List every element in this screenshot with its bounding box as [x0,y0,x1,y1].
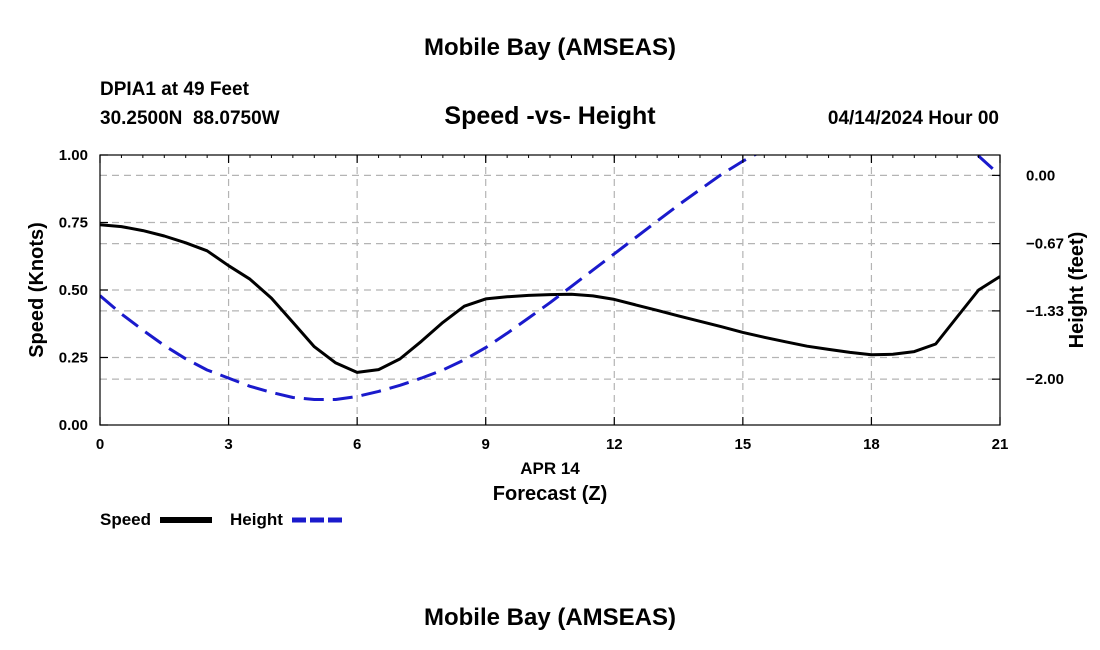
x-tick-label: 18 [863,436,880,453]
legend-speed-label: Speed [100,510,151,529]
legend: Speed Height [100,510,342,529]
y-tick-label: 1.00 [59,147,88,164]
y2-axis-label: Height (feet) [1066,232,1088,349]
y-tick-label: 0.25 [59,350,88,367]
legend-height-label: Height [230,510,283,529]
x-tick-label: 9 [482,436,490,453]
x-tick-label: 15 [735,436,752,453]
station-label: DPIA1 at 49 Feet [100,79,250,100]
series-line-speed [100,223,1000,374]
series-line-height [100,155,1000,401]
x-axis-label: Forecast (Z) [493,483,607,505]
y2-tick-label: −1.33 [1026,303,1064,320]
datetime-label: 04/14/2024 Hour 00 [828,108,999,129]
x-tick-label: 12 [606,436,623,453]
x-tick-label: 6 [353,436,361,453]
footer-title: Mobile Bay (AMSEAS) [424,604,676,631]
x-tick-label: 0 [96,436,104,453]
series-lines [100,155,1000,401]
y2-tick-label: −2.00 [1026,371,1064,388]
grid-lines [100,155,1000,425]
y2-tick-label: 0.00 [1026,167,1055,184]
y-tick-label: 0.00 [59,417,88,434]
chart-subtitle: Speed -vs- Height [444,102,656,130]
x-tick-label: 21 [992,436,1009,453]
y-axis-label: Speed (Knots) [26,222,48,358]
y-tick-label: 0.50 [59,282,88,299]
axis-ticks: 0 3 6 9 12 15 18 21 0.00 0.25 0.50 0.75 1.00 0.00 −0.6… [59,147,1064,453]
coords-label: 30.2500N 88.0750W [100,108,280,129]
y2-tick-label: −0.67 [1026,236,1064,253]
y-tick-label: 0.75 [59,215,88,232]
chart-main-title: Mobile Bay (AMSEAS) [424,34,676,61]
x-tick-label: 3 [224,436,232,453]
x-axis-sublabel: APR 14 [520,459,580,478]
